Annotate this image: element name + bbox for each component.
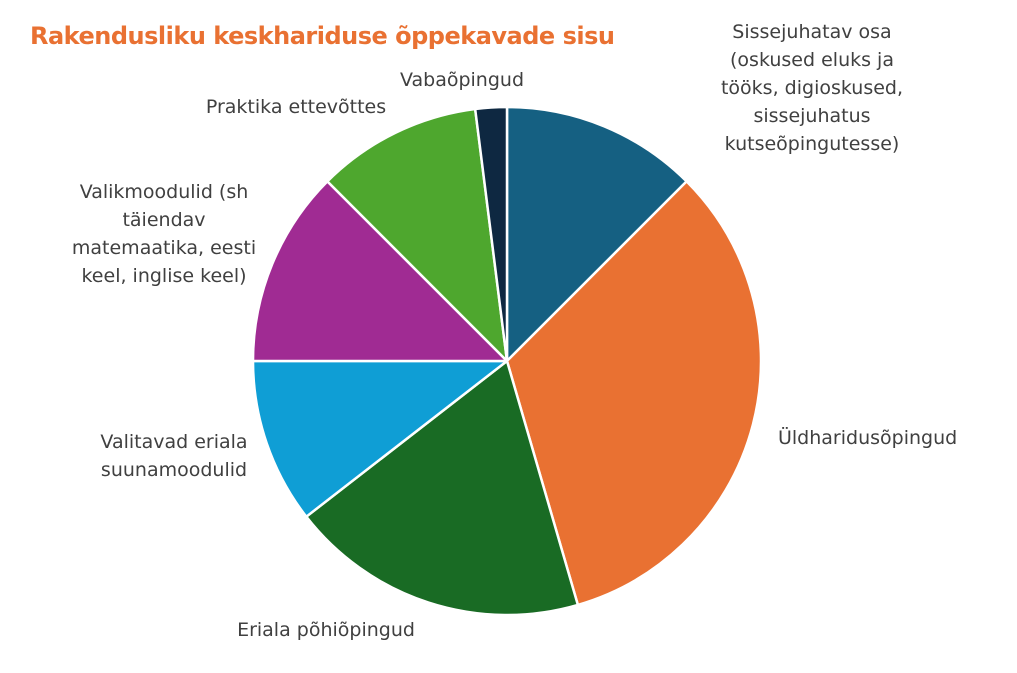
slice-label-line: kutseõpingutesse) bbox=[724, 133, 900, 155]
chart-title: Rakendusliku keskhariduse õppekavade sis… bbox=[30, 22, 615, 50]
slice-label-line: (oskused eluks ja bbox=[730, 49, 894, 71]
slice-label-line: Eriala põhiõpingud bbox=[237, 619, 415, 641]
slice-label-line: matemaatika, eesti bbox=[71, 237, 257, 259]
slice-label-line: Valikmoodulid (sh bbox=[79, 181, 249, 203]
slice-label-line: suunamoodulid bbox=[100, 459, 248, 481]
pie-slice-vabaopingud bbox=[473, 105, 509, 363]
slice-label-line: tööks, digioskused, bbox=[720, 77, 904, 99]
label-yldharidusopingud: Üldharidusõpingud bbox=[778, 424, 957, 452]
slice-label-line: Praktika ettevõttes bbox=[205, 96, 387, 118]
pie-slices bbox=[251, 105, 763, 617]
label-sissejuhatav-osa: Sissejuhatav osa (oskused eluks ja tööks, … bbox=[712, 18, 912, 158]
label-valikmoodulid: Valikmoodulid (sh täiendav matemaatika, ee… bbox=[66, 178, 262, 290]
slice-label-line: Üldharidusõpingud bbox=[778, 427, 958, 449]
slice-label-line: Vabaõpingud bbox=[399, 69, 525, 91]
pie-slice-eriala-pohiopingud bbox=[305, 359, 580, 617]
slice-label-line: keel, inglise keel) bbox=[81, 265, 247, 287]
slice-label-line: täiendav bbox=[122, 209, 206, 231]
pie-slice-praktika-ettevottes bbox=[326, 107, 509, 363]
label-eriala-pohiopingud: Eriala põhiõpingud bbox=[226, 616, 426, 644]
pie-slice-valitavad-eriala-suunamoodulid bbox=[251, 359, 509, 518]
pie-slice-sissejuhatav-osa bbox=[505, 105, 688, 363]
slice-label-line: sissejuhatus bbox=[753, 105, 871, 127]
pie-slice-valikmoodulid bbox=[251, 180, 509, 363]
slice-label-line: Sissejuhatav osa bbox=[732, 21, 892, 43]
pie-slice-yldharidusopingud bbox=[505, 180, 763, 607]
label-valitavad-eriala-suunamoodulid: Valitavad eriala suunamoodulid bbox=[84, 428, 264, 484]
label-praktika-ettevottes: Praktika ettevõttes bbox=[196, 93, 396, 121]
slice-label-line: Valitavad eriala bbox=[100, 431, 248, 453]
label-vabaopingud: Vabaõpingud bbox=[382, 66, 542, 94]
